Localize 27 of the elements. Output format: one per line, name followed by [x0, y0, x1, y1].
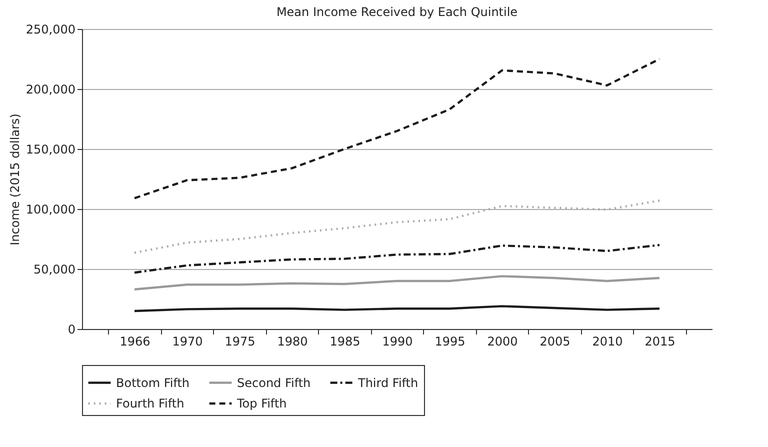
- line-series: [133, 275, 661, 290]
- y-tick-label: 0: [68, 322, 76, 336]
- x-tick-label: 2010: [592, 334, 623, 348]
- x-tick-label: 1975: [224, 334, 256, 348]
- legend-label: Top Fifth: [236, 396, 287, 410]
- y-axis-title: Income (2015 dollars): [8, 114, 22, 246]
- x-tick-label: 2000: [487, 334, 518, 348]
- legend-label: Bottom Fifth: [116, 376, 190, 390]
- y-tick-label: 50,000: [34, 262, 76, 276]
- legend-label: Third Fifth: [357, 376, 418, 390]
- line-series: [133, 58, 661, 200]
- y-tick-label: 250,000: [26, 22, 76, 36]
- x-tick-label: 1980: [277, 334, 308, 348]
- x-tick-label: 1995: [434, 334, 466, 348]
- x-tick-label: 2015: [644, 334, 676, 348]
- y-tick-label: 100,000: [26, 202, 76, 216]
- y-tick-label: 200,000: [26, 82, 76, 96]
- legend-label: Second Fifth: [237, 376, 311, 390]
- legend-label: Fourth Fifth: [116, 396, 184, 410]
- x-tick-label: 1966: [120, 334, 150, 348]
- chart-title: Mean Income Received by Each Quintile: [276, 5, 518, 19]
- line-series: [133, 244, 661, 274]
- y-tick-label: 150,000: [26, 142, 76, 156]
- x-tick-label: 1990: [382, 334, 413, 348]
- x-tick-label: 1970: [172, 334, 203, 348]
- x-tick-label: 2005: [540, 334, 570, 348]
- x-tick-label: 1985: [330, 334, 360, 348]
